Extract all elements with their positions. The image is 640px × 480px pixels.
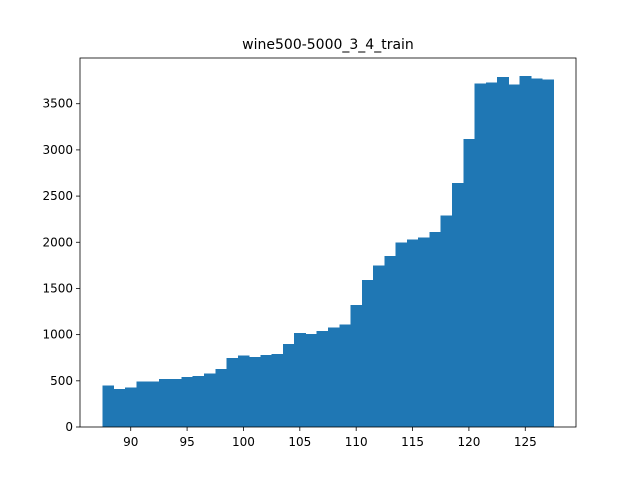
histogram-bar [508, 84, 521, 427]
histogram-bar [192, 376, 205, 427]
histogram-bar [440, 215, 453, 427]
histogram-bar [237, 355, 250, 427]
histogram-bar [305, 334, 318, 427]
y-tick-label: 1500 [42, 281, 73, 295]
x-tick-label: 105 [288, 435, 311, 449]
histogram-bar [249, 356, 261, 427]
y-axis-ticks: 0 500 1000 1500 2000 2500 3000 3500 [42, 97, 80, 434]
histogram-bar [125, 387, 137, 427]
histogram-bar [474, 83, 487, 428]
histogram-bar [226, 358, 239, 427]
histogram-bar [339, 324, 351, 427]
histogram-bar [282, 343, 295, 427]
x-tick-label: 120 [457, 435, 480, 449]
histogram-bar [215, 368, 227, 427]
x-tick-label: 110 [345, 435, 368, 449]
histogram-bar [170, 378, 182, 427]
histogram-bar [328, 327, 340, 427]
histogram-bar [204, 373, 216, 427]
histogram-bar [497, 76, 509, 428]
histogram-bar [350, 305, 363, 427]
y-tick-label: 2000 [42, 235, 73, 249]
y-tick-label: 2500 [42, 189, 73, 203]
y-tick-label: 3500 [42, 97, 73, 111]
histogram-bar [485, 82, 498, 427]
histogram-bar [181, 377, 194, 427]
x-axis-ticks: 90 95 100 105 110 115 120 125 [123, 427, 537, 449]
x-tick-label: 90 [123, 435, 138, 449]
histogram-bar [158, 378, 171, 427]
chart-title: wine500-5000_3_4_train [242, 37, 414, 53]
histogram-bar [519, 76, 532, 427]
histogram-bar [429, 232, 442, 427]
x-tick-label: 100 [232, 435, 255, 449]
histogram-bar [102, 385, 115, 427]
histogram-bar [294, 332, 306, 427]
histogram-bar [147, 381, 160, 427]
histogram-bar [384, 256, 397, 427]
histogram-bar [136, 381, 149, 427]
histogram-bar [113, 389, 126, 427]
histogram-bar [260, 354, 273, 427]
histogram-bar [406, 239, 419, 427]
histogram-bar [316, 330, 329, 427]
y-tick-label: 3000 [42, 143, 73, 157]
histogram-bar [463, 138, 475, 427]
histogram-bar [530, 78, 543, 427]
histogram-bar [361, 280, 374, 427]
histogram-bar [373, 265, 385, 427]
y-tick-label: 1000 [42, 328, 73, 342]
plot-frame [79, 57, 577, 428]
x-tick-label: 125 [514, 435, 537, 449]
x-tick-label: 115 [401, 435, 424, 449]
y-tick-label: 0 [65, 420, 73, 434]
histogram-bar [395, 242, 408, 427]
y-tick-label: 500 [50, 374, 73, 388]
histogram-bar [271, 354, 284, 427]
bars-group [102, 76, 554, 428]
histogram-bar [542, 79, 554, 428]
histogram-bar [418, 237, 430, 427]
histogram-bar [452, 183, 464, 427]
x-tick-label: 95 [179, 435, 194, 449]
